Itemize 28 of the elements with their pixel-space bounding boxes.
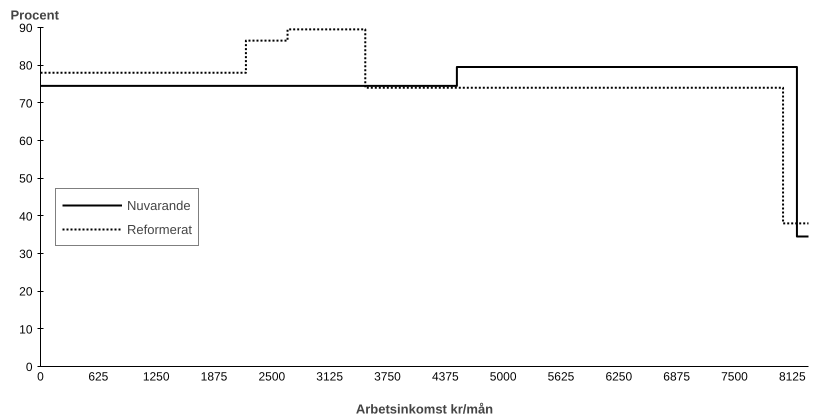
x-axis-title: Arbetsinkomst kr/mån xyxy=(356,402,494,416)
legend-label: Nuvarande xyxy=(127,198,191,212)
x-tick-label: 5625 xyxy=(548,370,575,384)
y-tick-label: 70 xyxy=(19,96,33,110)
x-tick-label: 0 xyxy=(37,370,44,384)
y-tick-label: 0 xyxy=(26,360,33,374)
x-tick-label: 8125 xyxy=(778,370,806,384)
x-tick-label: 1250 xyxy=(142,370,170,384)
y-tick-label: 90 xyxy=(19,21,33,35)
y-tick-label: 20 xyxy=(19,284,33,299)
y-tick-label: 50 xyxy=(19,172,33,186)
x-tick-label: 7500 xyxy=(721,370,748,384)
x-tick-label: 2500 xyxy=(258,370,286,384)
x-tick-label: 6875 xyxy=(663,370,690,384)
x-tick-label: 4375 xyxy=(432,370,459,384)
y-tick-label: 40 xyxy=(19,209,33,224)
x-tick-label: 1875 xyxy=(200,370,228,384)
y-tick-label: 10 xyxy=(19,322,33,336)
y-tick-label: 80 xyxy=(19,58,33,73)
x-tick-label: 6250 xyxy=(605,370,632,384)
y-tick-label: 30 xyxy=(19,247,33,261)
x-tick-label: 5000 xyxy=(490,370,517,384)
legend-label: Reformerat xyxy=(127,222,192,236)
x-tick-label: 3125 xyxy=(316,370,344,384)
x-tick-label: 3750 xyxy=(374,370,402,384)
y-axis-title: Procent xyxy=(10,8,60,22)
x-tick-label: 625 xyxy=(88,370,109,384)
y-tick-label: 60 xyxy=(19,134,33,148)
